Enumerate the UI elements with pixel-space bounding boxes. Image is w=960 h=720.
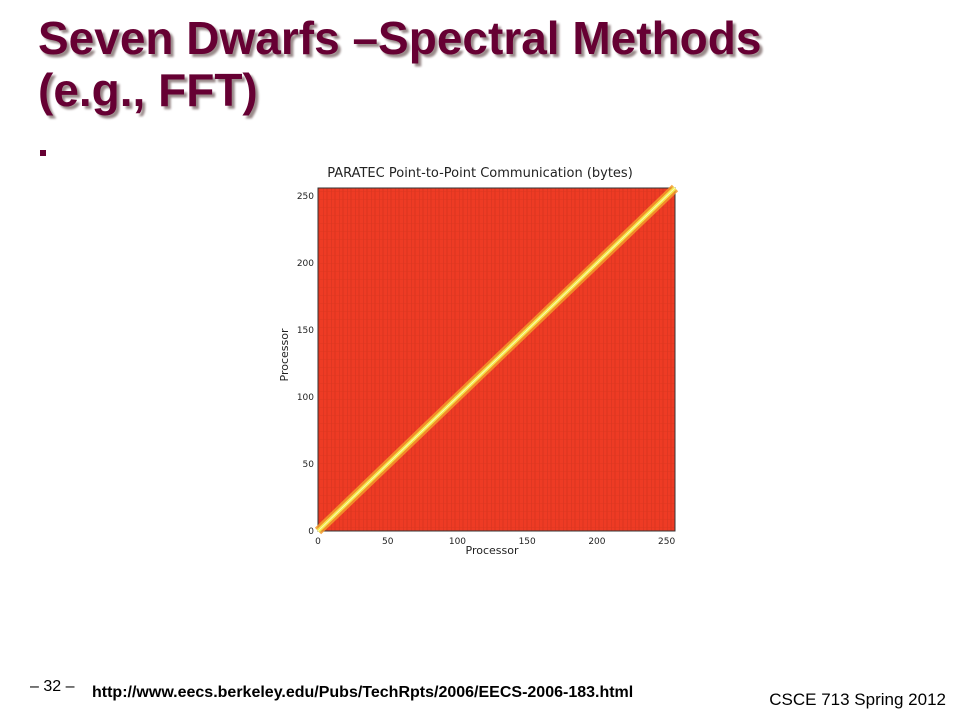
diagonal-layer [314, 184, 679, 535]
y-tick-label: 200 [297, 259, 314, 269]
reference-url-link[interactable]: http://www.eecs.berkeley.edu/Pubs/TechRp… [92, 684, 634, 701]
x-tick-label: 100 [449, 537, 466, 547]
x-axis-ticks: 0 50 100 150 200 250 [315, 537, 675, 547]
y-tick-label: 50 [303, 460, 315, 470]
y-axis-label: Processor [278, 328, 291, 381]
x-tick-label: 250 [658, 537, 675, 547]
y-tick-label: 150 [297, 326, 314, 336]
page-number: – 32 – [30, 678, 75, 695]
y-tick-label: 250 [297, 192, 314, 202]
x-tick-label: 0 [315, 537, 321, 547]
x-tick-label: 50 [382, 537, 394, 547]
x-axis-label: Processor [466, 544, 519, 557]
x-tick-label: 200 [588, 537, 605, 547]
y-tick-label: 100 [297, 393, 314, 403]
title-line-1: Seven Dwarfs –Spectral Methods [38, 12, 762, 64]
y-tick-label: 0 [308, 527, 314, 537]
slide-title: Seven Dwarfs –Spectral Methods (e.g., FF… [38, 12, 918, 116]
course-label: CSCE 713 Spring 2012 [769, 690, 946, 709]
communication-heatmap: PARATEC Point-to-Point Communication (by… [278, 166, 679, 557]
x-tick-label: 150 [519, 537, 536, 547]
chart-title: PARATEC Point-to-Point Communication (by… [327, 166, 633, 181]
bullet-marker [40, 150, 46, 156]
diagonal-highlight [317, 187, 676, 532]
y-axis-ticks: 0 50 100 150 200 250 [297, 192, 314, 537]
title-line-2: (e.g., FFT) [38, 64, 258, 116]
